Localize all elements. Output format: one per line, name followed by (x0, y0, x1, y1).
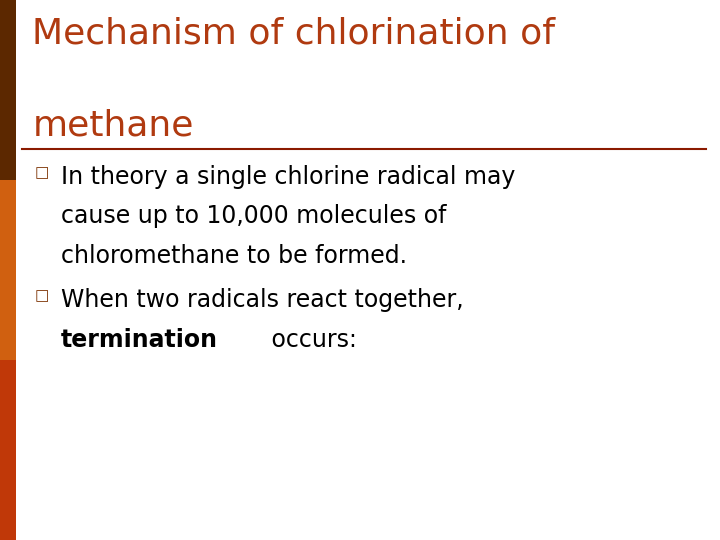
Text: □: □ (35, 165, 49, 180)
Text: methane: methane (32, 108, 194, 142)
Text: cause up to 10,000 molecules of: cause up to 10,000 molecules of (61, 204, 446, 228)
Bar (0, 0, 16, 180)
Bar (0, 360, 16, 540)
Text: termination: termination (61, 328, 218, 352)
Text: chloromethane to be formed.: chloromethane to be formed. (61, 244, 408, 267)
Text: □: □ (35, 288, 49, 303)
Text: Mechanism of chlorination of: Mechanism of chlorination of (32, 16, 555, 50)
Text: When two radicals react together,: When two radicals react together, (61, 288, 464, 312)
Text: occurs:: occurs: (264, 328, 356, 352)
Bar (0, 180, 16, 360)
Text: In theory a single chlorine radical may: In theory a single chlorine radical may (61, 165, 516, 188)
